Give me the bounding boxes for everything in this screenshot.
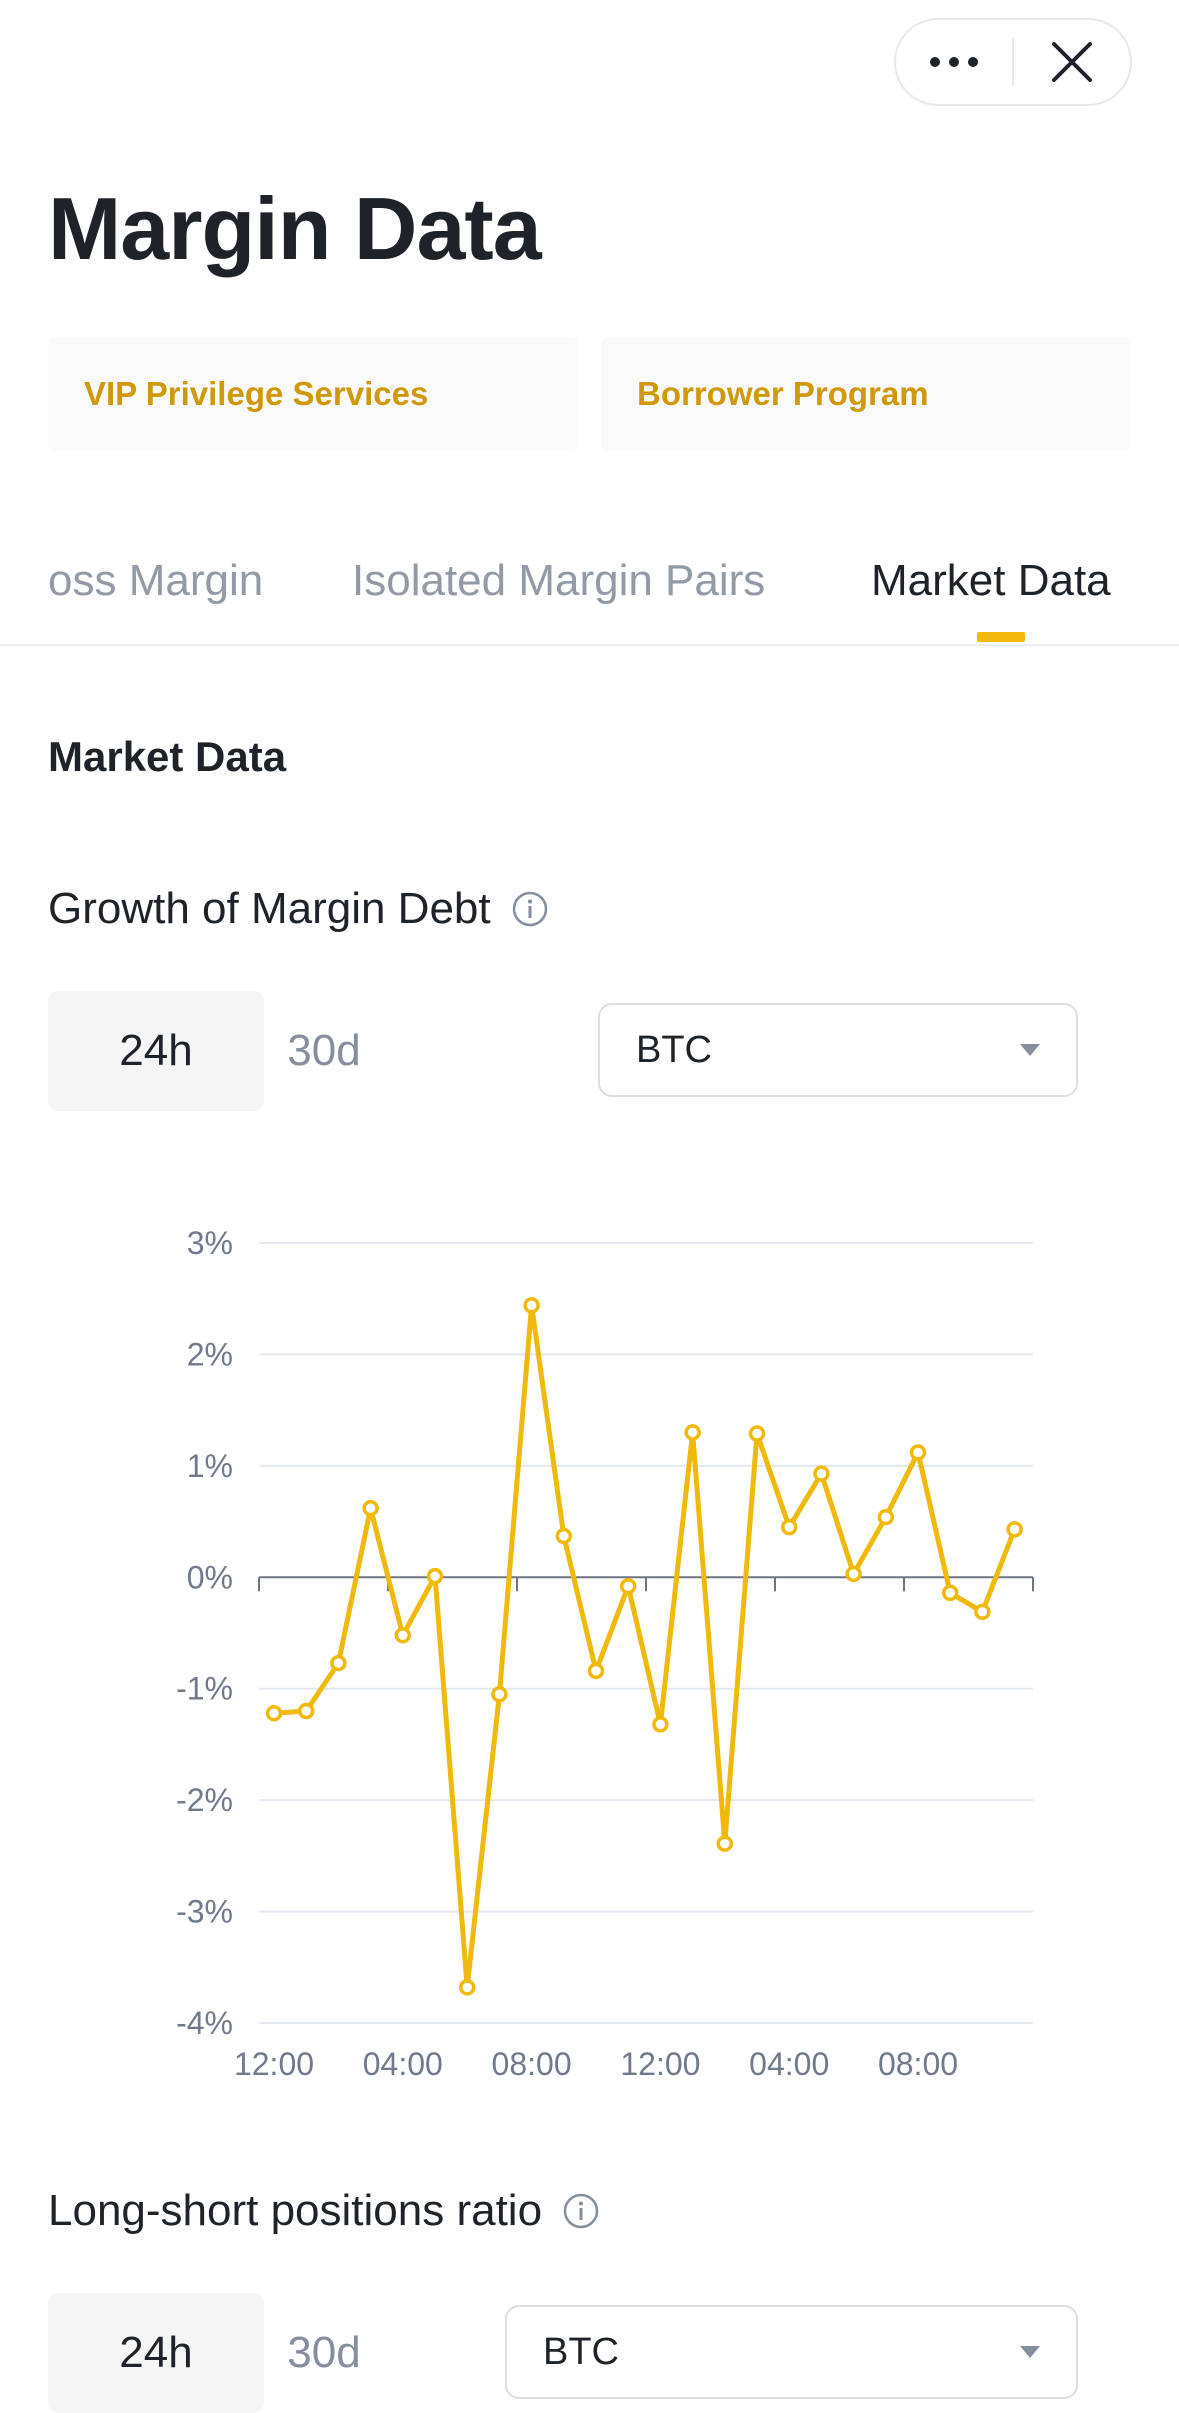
x-tick-label: 04:00 bbox=[749, 2046, 829, 2082]
data-point bbox=[748, 1425, 766, 1442]
series-line bbox=[273, 1302, 1017, 1990]
y-tick-label: -4% bbox=[176, 2005, 233, 2041]
data-point bbox=[845, 1565, 862, 1583]
data-point bbox=[909, 1444, 927, 1461]
asset-select[interactable]: BTC bbox=[598, 1003, 1078, 1097]
data-point bbox=[1006, 1521, 1023, 1538]
y-axis-labels: 3% 2% 1% 0% -1% -2% -3% -4% bbox=[176, 1225, 233, 2041]
data-point bbox=[652, 1716, 669, 1733]
asset-select-value: BTC bbox=[543, 2330, 619, 2373]
page-title: Margin Data bbox=[48, 179, 542, 278]
period-30d-button[interactable]: 30d bbox=[287, 1026, 361, 1075]
more-button[interactable] bbox=[896, 20, 1012, 104]
data-point bbox=[716, 1835, 734, 1852]
x-tick-label: 08:00 bbox=[492, 2046, 572, 2082]
data-point bbox=[619, 1577, 637, 1595]
x-axis-labels: 12:00 04:00 08:00 12:00 04:00 08:00 bbox=[234, 2046, 958, 2082]
x-tick-label: 08:00 bbox=[878, 2046, 958, 2082]
series-polyline bbox=[273, 1302, 1017, 1990]
period-24h-button[interactable]: 24h bbox=[48, 2293, 264, 2413]
data-point bbox=[684, 1424, 701, 1441]
data-point bbox=[491, 1686, 508, 1703]
asset-select-value: BTC bbox=[636, 1028, 712, 1071]
more-dots-icon bbox=[930, 57, 978, 67]
margin-debt-chart: 3%2%1%0%-1%-2%-3%-4% 12:00 04:00 08:00 12:0… bbox=[176, 1225, 1034, 2082]
borrower-program-link[interactable]: Borrower Program bbox=[601, 337, 1131, 451]
data-point bbox=[426, 1567, 444, 1585]
tab-market-data[interactable]: Market Data bbox=[871, 556, 1111, 605]
data-point bbox=[974, 1603, 991, 1621]
data-point bbox=[780, 1518, 798, 1536]
close-button[interactable] bbox=[1014, 20, 1130, 104]
y-tick-label: 1% bbox=[187, 1448, 233, 1484]
x-tick-label: 12:00 bbox=[620, 2046, 700, 2082]
x-tick-label: 04:00 bbox=[363, 2046, 443, 2082]
tab-cross-margin[interactable]: oss Margin bbox=[48, 556, 264, 605]
close-icon bbox=[1052, 42, 1092, 82]
tab-bar: oss Margin Isolated Margin Pairs Market … bbox=[0, 540, 1179, 646]
period-30d-button[interactable]: 30d bbox=[287, 2328, 361, 2377]
data-point bbox=[394, 1626, 412, 1644]
growth-controls: 24h 30d BTC bbox=[48, 991, 1078, 1111]
mini-program-capsule bbox=[894, 18, 1132, 106]
caret-down-icon bbox=[1020, 1044, 1040, 1056]
data-point bbox=[877, 1508, 895, 1526]
section-title: Market Data bbox=[48, 733, 287, 780]
info-icon[interactable] bbox=[562, 2192, 600, 2230]
data-point bbox=[297, 1702, 315, 1720]
data-point bbox=[941, 1584, 959, 1602]
y-tick-label: 3% bbox=[187, 1225, 233, 1261]
data-point bbox=[458, 1979, 476, 1996]
ratio-controls: 24h 30d BTC bbox=[48, 2293, 1078, 2413]
data-point bbox=[362, 1499, 379, 1517]
promo-label: VIP Privilege Services bbox=[84, 375, 429, 412]
x-tick-label: 12:00 bbox=[234, 2046, 314, 2082]
data-point bbox=[813, 1465, 830, 1482]
vip-privilege-services-link[interactable]: VIP Privilege Services bbox=[48, 337, 578, 451]
data-point bbox=[555, 1527, 573, 1545]
growth-chart-title: Growth of Margin Debt bbox=[48, 884, 491, 933]
tab-isolated-margin-pairs[interactable]: Isolated Margin Pairs bbox=[352, 556, 766, 605]
period-24h-button[interactable]: 24h bbox=[48, 991, 264, 1111]
series-points bbox=[265, 1297, 1023, 1996]
growth-chart-header: Growth of Margin Debt bbox=[48, 884, 549, 934]
y-tick-label: -2% bbox=[176, 1782, 233, 1818]
info-icon[interactable] bbox=[511, 890, 549, 928]
y-tick-label: -1% bbox=[176, 1671, 233, 1707]
ratio-chart-title: Long-short positions ratio bbox=[48, 2186, 543, 2235]
y-tick-label: 0% bbox=[187, 1559, 233, 1595]
active-tab-indicator bbox=[977, 632, 1025, 642]
data-point bbox=[265, 1704, 283, 1722]
asset-select[interactable]: BTC bbox=[505, 2305, 1078, 2399]
y-tick-label: -3% bbox=[176, 1894, 233, 1930]
y-tick-label: 2% bbox=[187, 1336, 233, 1372]
x-axis bbox=[258, 1576, 1034, 1592]
caret-down-icon bbox=[1020, 2346, 1040, 2358]
capsule-divider bbox=[1012, 38, 1014, 86]
chart-grid bbox=[259, 1242, 1033, 2024]
promo-label: Borrower Program bbox=[637, 375, 929, 412]
ratio-chart-header: Long-short positions ratio bbox=[48, 2186, 600, 2236]
data-point bbox=[587, 1662, 605, 1680]
data-point bbox=[523, 1297, 540, 1314]
data-point bbox=[330, 1654, 347, 1672]
